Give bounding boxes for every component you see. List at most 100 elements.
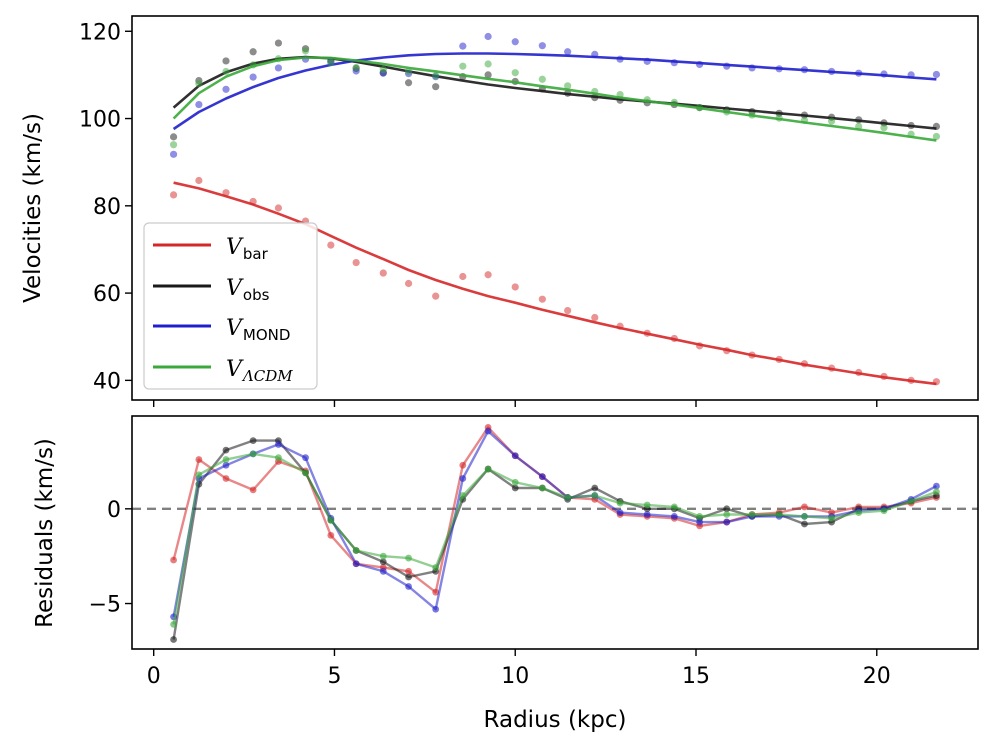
- legend-entry-lcdm: VΛCDM: [153, 357, 293, 385]
- y-tick-label: 100: [79, 108, 121, 133]
- lcdm-residual-point: [723, 511, 731, 518]
- mond-data-point: [564, 48, 572, 56]
- bar-data-point: [352, 258, 360, 267]
- mond-data-point: [222, 85, 230, 93]
- lcdm-residual-line: [172, 452, 937, 625]
- bar-data-point: [379, 269, 387, 277]
- residuals-axes-frame: [131, 415, 979, 650]
- lcdm-data-point: [301, 47, 310, 55]
- y-tick-label: 120: [79, 20, 121, 45]
- lcdm-residual-point: [249, 450, 257, 458]
- obs-data-point: [169, 133, 178, 141]
- mond-data-point: [169, 150, 178, 158]
- legend-symbol-lcdm: V: [226, 357, 244, 382]
- lcdm-residual-point: [748, 511, 756, 518]
- bar-residual-point: [222, 475, 230, 482]
- mond-residual-point: [511, 452, 519, 460]
- obs-residual-point: [723, 505, 731, 513]
- lcdm-model-curve: [172, 56, 937, 142]
- lcdm-residual-point: [352, 547, 360, 554]
- obs-residual-point: [249, 437, 257, 445]
- lcdm-data-point: [564, 82, 572, 90]
- lcdm-residual-point: [484, 465, 492, 473]
- lcdm-data-point: [327, 59, 335, 67]
- lcdm-residual-point: [195, 471, 203, 479]
- legend-subscript-lcdm: ΛCDM: [241, 367, 293, 385]
- legend-entry-bar: Vbar: [153, 235, 269, 263]
- lcdm-residual-point: [379, 552, 387, 560]
- mond-residual-point: [302, 454, 309, 462]
- obs-data-point: [404, 79, 413, 87]
- legend-subscript-bar: bar: [243, 245, 269, 263]
- x-tick-label: 20: [863, 664, 891, 689]
- lcdm-data-point: [195, 80, 203, 88]
- legend-symbol-bar: V: [226, 235, 244, 260]
- lcdm-residual-point: [880, 507, 888, 515]
- lcdm-data-point: [169, 141, 178, 149]
- residuals-plot-area: [132, 423, 978, 643]
- lcdm-data-point: [352, 63, 360, 72]
- lcdm-data-point: [538, 75, 546, 83]
- y-tick-label: 40: [93, 369, 121, 394]
- obs-data-point: [274, 39, 283, 47]
- bar-residual-point: [405, 567, 412, 575]
- mond-data-point: [249, 73, 257, 81]
- bar-residual-point: [249, 486, 257, 494]
- mond-residual-point: [405, 583, 412, 590]
- lcdm-data-point: [827, 117, 836, 125]
- legend: Vbar Vobs VMOND VΛCDM: [143, 222, 318, 390]
- mond-residual-point: [723, 518, 731, 526]
- y-tick-label: −5: [89, 593, 121, 618]
- mond-residual-point: [379, 567, 387, 575]
- lcdm-residual-point: [222, 456, 230, 463]
- mond-data-point: [484, 32, 492, 41]
- mond-data-point: [459, 42, 467, 50]
- legend-entry-mond: VMOND: [153, 316, 290, 344]
- bar-data-point: [564, 306, 572, 315]
- x-tick-label: 5: [327, 664, 341, 689]
- mond-data-point: [195, 100, 203, 109]
- legend-symbol-obs: V: [226, 276, 244, 301]
- lcdm-data-point: [880, 124, 888, 132]
- bar-data-point: [274, 204, 283, 212]
- legend-label-lcdm: VΛCDM: [226, 357, 293, 385]
- lcdm-data-point: [432, 72, 440, 80]
- legend-entry-obs: Vobs: [153, 276, 270, 304]
- lcdm-data-point: [484, 60, 492, 68]
- bar-model-curve: [173, 181, 937, 386]
- lcdm-residual-point: [933, 488, 940, 496]
- lcdm-residual-point: [616, 499, 624, 507]
- residuals-y-ticks: −5 0: [89, 498, 132, 618]
- bar-data-point: [591, 313, 599, 322]
- mond-data-point: [538, 42, 546, 50]
- lcdm-residual-point: [511, 478, 519, 486]
- lcdm-residual-point: [855, 509, 863, 517]
- bar-data-point: [169, 191, 178, 199]
- mond-residual-point: [616, 509, 624, 517]
- bar-residual-point: [432, 588, 440, 596]
- lcdm-residual-point: [327, 516, 335, 524]
- bar-data-point: [195, 176, 203, 185]
- bar-data-point: [404, 279, 413, 288]
- mond-model-curve: [172, 52, 937, 131]
- residuals-x-ticks: 0 5 10 15 20: [147, 649, 891, 689]
- lcdm-data-point: [404, 67, 413, 76]
- bar-residual-point: [327, 531, 335, 539]
- obs-data-point: [432, 83, 440, 91]
- obs-residual-point: [801, 520, 808, 528]
- mond-data-point: [511, 38, 519, 46]
- lcdm-residual-point: [170, 620, 177, 628]
- mond-residual-point: [643, 511, 651, 518]
- y-tick-label: 80: [93, 195, 121, 220]
- legend-symbol-mond: V: [226, 316, 244, 341]
- x-tick-label: 10: [501, 664, 529, 689]
- lcdm-residual-point: [564, 494, 572, 501]
- legend-label-mond: VMOND: [226, 316, 290, 344]
- obs-residual-point: [511, 484, 519, 492]
- velocities-x-ticks: [152, 400, 878, 407]
- lcdm-data-point: [459, 62, 467, 70]
- x-tick-label: 15: [682, 664, 710, 689]
- bar-data-point: [511, 283, 519, 291]
- lcdm-residual-point: [405, 554, 412, 562]
- residuals-panel: −5 0 0 5 10 15 20 Residuals (km/s) Radius (kp…: [32, 415, 979, 733]
